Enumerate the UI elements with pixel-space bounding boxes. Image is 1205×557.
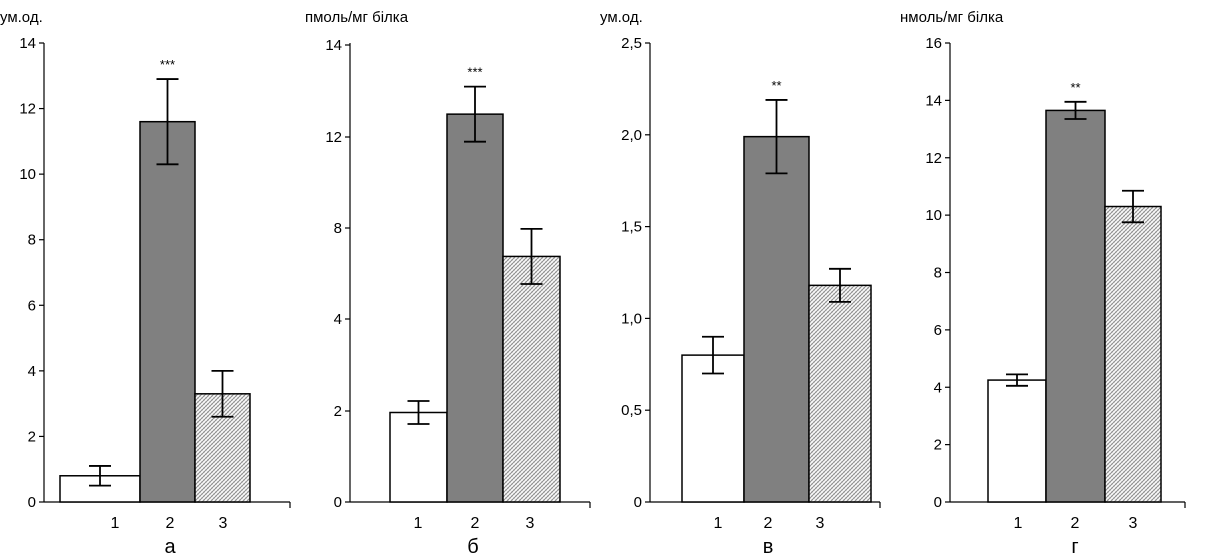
y-tick-label: 8 xyxy=(934,265,942,282)
y-tick-label: 0 xyxy=(28,494,36,511)
panel-label: а xyxy=(164,536,176,557)
bar-group-1 xyxy=(681,354,745,503)
y-tick-label: 10 xyxy=(925,207,942,224)
y-tick-label: 0,5 xyxy=(621,402,642,419)
bar-group-2 xyxy=(139,120,196,503)
y-axis-title: ум.од. xyxy=(600,9,643,26)
category-label: 1 xyxy=(714,515,723,532)
panel-label: в xyxy=(763,536,774,557)
bar-group-3 xyxy=(1104,205,1162,503)
category-label: 1 xyxy=(414,515,423,532)
chart-panel-1: ум.од. 0 2 4 6 8 10 12 14 1 *** 2 3 а xyxy=(0,9,291,557)
category-label: 3 xyxy=(219,515,228,532)
panel-label: б xyxy=(467,536,478,557)
y-tick-label: 12 xyxy=(325,129,342,146)
chart-panel-3: ум.од. 0 0,5 1,0 1,5 2,0 2,5 1 ** 2 3 в xyxy=(600,9,881,557)
bar-group-3 xyxy=(502,255,561,503)
significance-marker: *** xyxy=(467,65,482,80)
y-tick-label: 10 xyxy=(19,166,36,183)
y-tick-label: 16 xyxy=(925,35,942,52)
y-tick-label: 8 xyxy=(334,220,342,237)
category-label: 1 xyxy=(1014,515,1023,532)
category-label: 2 xyxy=(1071,515,1080,532)
y-tick-label: 14 xyxy=(925,92,942,109)
y-tick-label: 6 xyxy=(28,297,36,314)
bar-group-2 xyxy=(1045,109,1106,503)
category-label: 3 xyxy=(816,515,825,532)
significance-marker: ** xyxy=(771,78,781,93)
y-tick-label: 12 xyxy=(19,101,36,118)
category-label: 2 xyxy=(764,515,773,532)
y-tick-label: 0 xyxy=(934,494,942,511)
bar-group-3 xyxy=(194,393,251,503)
significance-marker: ** xyxy=(1070,80,1080,95)
y-tick-label: 2 xyxy=(334,403,342,420)
y-axis-title: нмоль/мг білка xyxy=(900,9,1004,26)
y-tick-label: 0 xyxy=(634,494,642,511)
panel-label: г xyxy=(1071,536,1078,557)
y-tick-label: 14 xyxy=(325,37,342,54)
bar-group-3 xyxy=(808,284,872,503)
y-tick-label: 4 xyxy=(28,363,36,380)
bar-group-2 xyxy=(743,135,810,503)
y-axis-title: пмоль/мг білка xyxy=(305,9,409,26)
category-label: 2 xyxy=(471,515,480,532)
y-tick-label: 1,0 xyxy=(621,310,642,327)
y-tick-label: 6 xyxy=(934,322,942,339)
category-label: 3 xyxy=(1129,515,1138,532)
significance-marker: *** xyxy=(160,57,175,72)
category-label: 1 xyxy=(111,515,120,532)
y-tick-label: 2 xyxy=(934,437,942,454)
y-tick-label: 1,5 xyxy=(621,219,642,236)
y-tick-label: 2,0 xyxy=(621,127,642,144)
bar-group-1 xyxy=(987,379,1047,503)
y-tick-label: 4 xyxy=(934,379,942,396)
bar-group-2 xyxy=(446,113,504,503)
y-tick-label: 4 xyxy=(334,311,342,328)
y-tick-label: 0 xyxy=(334,494,342,511)
bar-group-1 xyxy=(389,411,448,503)
y-tick-label: 2 xyxy=(28,428,36,445)
chart-panel-2: пмоль/мг білка 0 2 4 8 12 14 1 *** 2 3 б xyxy=(305,9,591,557)
y-tick-label: 2,5 xyxy=(621,35,642,52)
y-tick-label: 8 xyxy=(28,232,36,249)
category-label: 2 xyxy=(166,515,175,532)
chart-panel-4: нмоль/мг білка 0 2 4 6 8 10 12 14 16 1 ** 2 3 г xyxy=(900,9,1186,557)
category-label: 3 xyxy=(526,515,535,532)
y-tick-label: 14 xyxy=(19,35,36,52)
y-axis-title: ум.од. xyxy=(0,9,43,26)
y-tick-label: 12 xyxy=(925,150,942,167)
